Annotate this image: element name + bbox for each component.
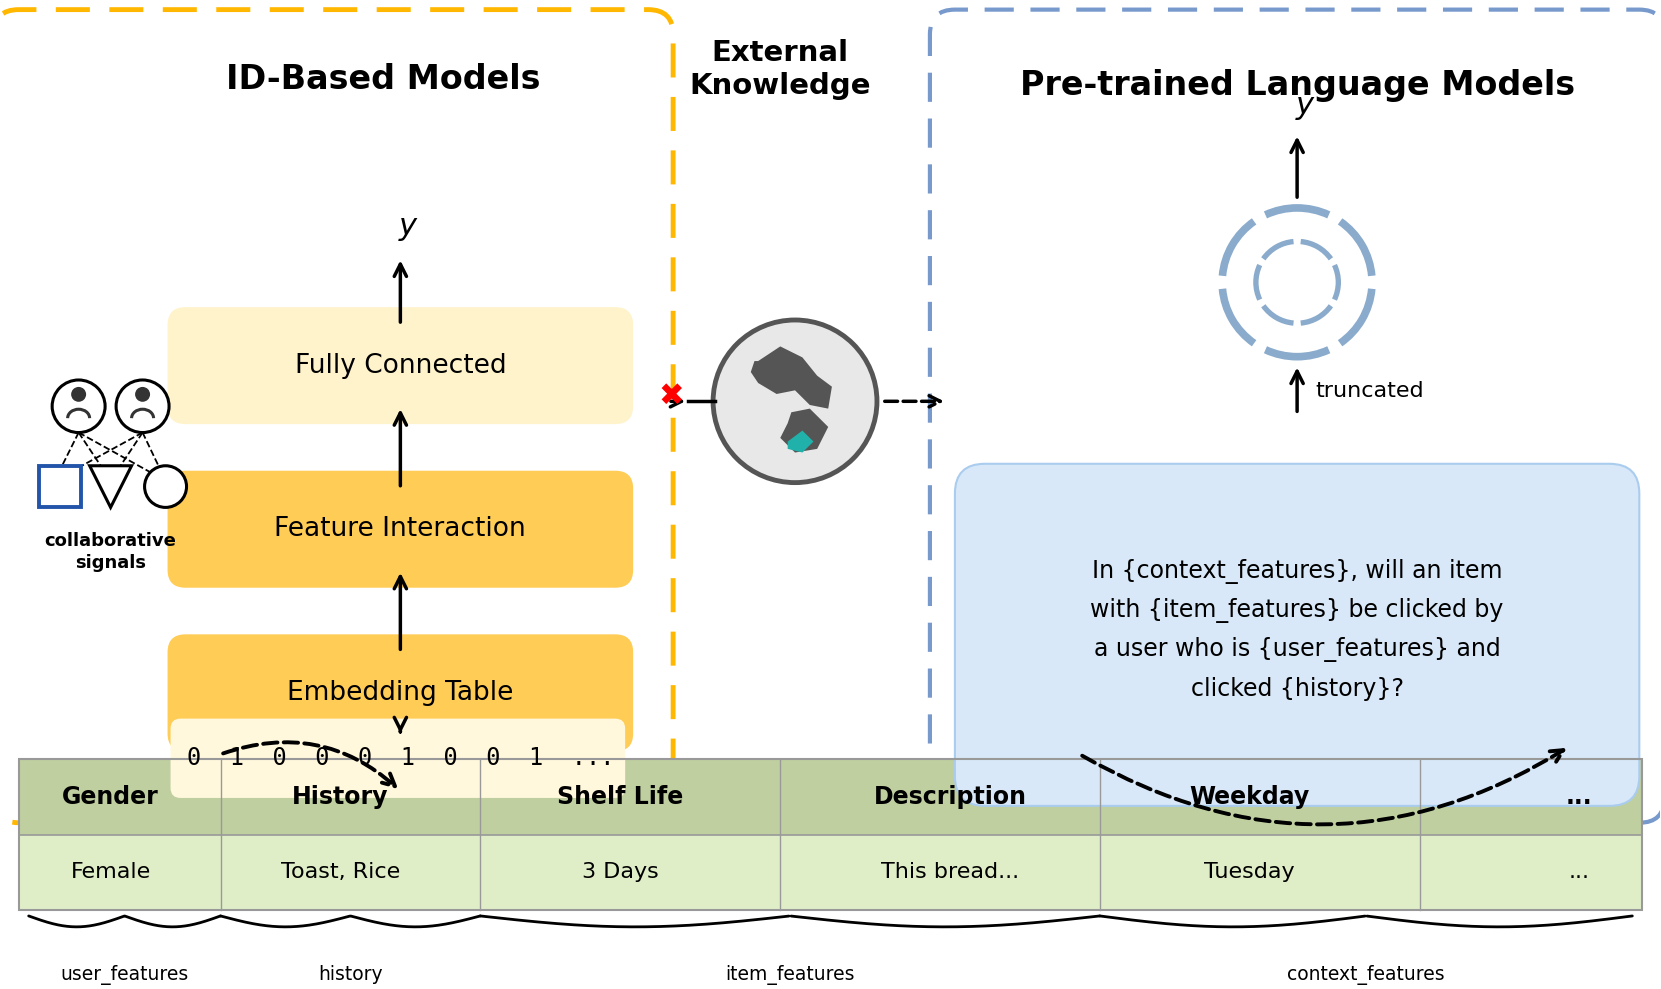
FancyBboxPatch shape: [955, 464, 1639, 806]
Text: Tuesday: Tuesday: [1204, 862, 1296, 882]
Text: Weekday: Weekday: [1189, 785, 1311, 809]
Text: History: History: [292, 785, 389, 809]
Text: ...: ...: [1570, 862, 1590, 882]
Bar: [18, 835, 1643, 910]
Text: ID-Based Models: ID-Based Models: [226, 62, 540, 96]
Circle shape: [116, 380, 169, 432]
Text: $y$: $y$: [1294, 93, 1316, 122]
Bar: [18, 760, 1643, 835]
Polygon shape: [90, 466, 131, 507]
Circle shape: [135, 387, 149, 402]
Polygon shape: [787, 430, 814, 453]
Circle shape: [51, 380, 105, 432]
FancyBboxPatch shape: [168, 634, 633, 752]
Polygon shape: [751, 346, 832, 408]
FancyBboxPatch shape: [168, 308, 633, 424]
Text: ✖: ✖: [658, 382, 684, 410]
Text: collaborative
signals: collaborative signals: [45, 532, 176, 573]
Text: Pre-trained Language Models: Pre-trained Language Models: [1020, 69, 1575, 102]
FancyBboxPatch shape: [0, 10, 673, 823]
Text: 0  1  0  0  0  1  0  0  1  ...: 0 1 0 0 0 1 0 0 1 ...: [186, 747, 615, 770]
Circle shape: [145, 466, 186, 507]
Text: context_features: context_features: [1287, 964, 1445, 984]
FancyBboxPatch shape: [168, 471, 633, 587]
Text: truncated: truncated: [1316, 382, 1423, 402]
Text: This bread...: This bread...: [880, 862, 1018, 882]
FancyBboxPatch shape: [171, 719, 625, 798]
Text: Toast, Rice: Toast, Rice: [281, 862, 400, 882]
Text: Fully Connected: Fully Connected: [294, 353, 507, 379]
Text: Female: Female: [70, 862, 151, 882]
Text: history: history: [319, 964, 382, 983]
Text: $y$: $y$: [397, 214, 419, 242]
Text: Embedding Table: Embedding Table: [287, 679, 513, 706]
Bar: [38, 466, 81, 507]
Text: Description: Description: [874, 785, 1026, 809]
Polygon shape: [781, 408, 829, 453]
Text: ...: ...: [1566, 785, 1593, 809]
Circle shape: [71, 387, 86, 402]
Text: Shelf Life: Shelf Life: [556, 785, 683, 809]
Bar: [18, 760, 1643, 910]
FancyBboxPatch shape: [930, 10, 1661, 823]
Text: user_features: user_features: [60, 964, 189, 984]
Text: 3 Days: 3 Days: [581, 862, 658, 882]
Text: In {context_features}, will an item
with {item_features} be clicked by
a user wh: In {context_features}, will an item with…: [1090, 559, 1503, 701]
Text: item_features: item_features: [726, 964, 855, 984]
Text: Feature Interaction: Feature Interaction: [274, 516, 527, 542]
Text: Gender: Gender: [61, 785, 159, 809]
Text: External
Knowledge: External Knowledge: [689, 40, 870, 100]
Circle shape: [713, 320, 877, 483]
